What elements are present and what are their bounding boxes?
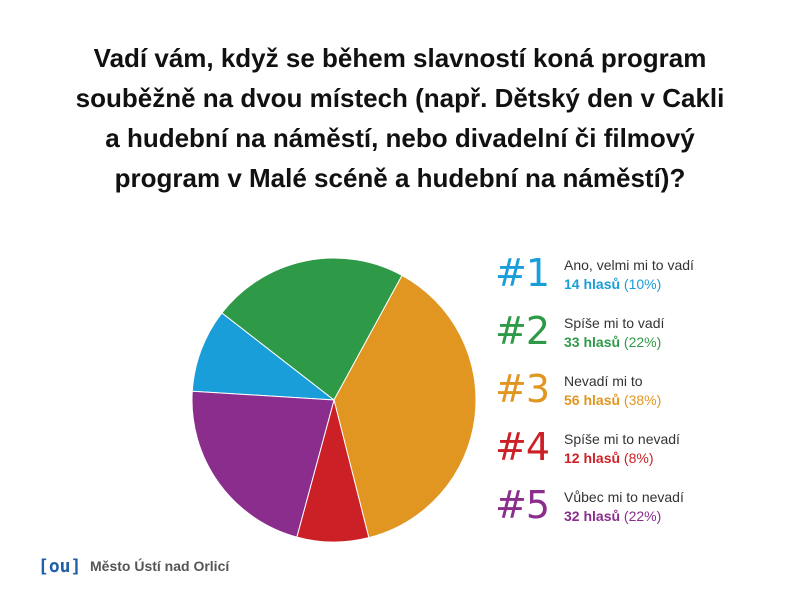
legend-votes: 56 hlasů (38%) [564,392,661,408]
legend-option-label: Vůbec mi to nevadí [564,489,684,505]
pie-slice [191,390,335,538]
legend-item: #5 Vůbec mi to nevadí 32 hlasů (22%) [495,483,795,544]
legend-percent: (38%) [623,392,662,408]
legend-option-label: Ano, velmi mi to vadí [564,257,694,273]
legend-option-label: Nevadí mi to [564,373,643,389]
city-name: Město Ústí nad Orlicí [90,558,230,574]
legend-vote-count: 14 hlasů [564,276,621,292]
question-line: souběžně na dvou místech (např. Dětský d… [75,83,725,113]
legend-option-label: Spíše mi to vadí [564,315,665,331]
legend-vote-count: 56 hlasů [564,392,621,408]
legend-percent: (10%) [623,276,662,292]
legend-votes: 14 hlasů (10%) [564,276,661,292]
legend-rank: #2 [495,309,550,353]
pie-slice [191,312,336,401]
legend-percent: (8%) [623,450,654,466]
question-title: Vadí vám, když se během slavností koná p… [40,38,760,198]
legend-item: #4 Spíše mi to nevadí 12 hlasů (8%) [495,425,795,486]
legend-rank: #5 [495,483,550,527]
pie-slice [221,257,403,401]
pie-slice [333,274,477,539]
legend-item: #3 Nevadí mi to 56 hlasů (38%) [495,367,795,428]
legend-item: #2 Spíše mi to vadí 33 hlasů (22%) [495,309,795,370]
legend-rank: #1 [495,251,550,295]
legend-item: #1 Ano, velmi mi to vadí 14 hlasů (10%) [495,251,795,312]
legend-vote-count: 12 hlasů [564,450,621,466]
question-line: program v Malé scéně a hudební na náměst… [114,163,686,193]
city-logo: [ou] [38,556,82,577]
pie-chart [191,257,477,543]
legend-vote-count: 33 hlasů [564,334,621,350]
legend-percent: (22%) [623,508,662,524]
legend-votes: 33 hlasů (22%) [564,334,661,350]
question-line: a hudební na náměstí, nebo divadelní či … [105,123,695,153]
legend-votes: 32 hlasů (22%) [564,508,661,524]
legend-percent: (22%) [623,334,662,350]
legend-option-label: Spíše mi to nevadí [564,431,680,447]
legend-votes: 12 hlasů (8%) [564,450,653,466]
legend-rank: #4 [495,425,550,469]
legend-vote-count: 32 hlasů [564,508,621,524]
question-line: Vadí vám, když se během slavností koná p… [93,43,707,73]
legend-rank: #3 [495,367,550,411]
